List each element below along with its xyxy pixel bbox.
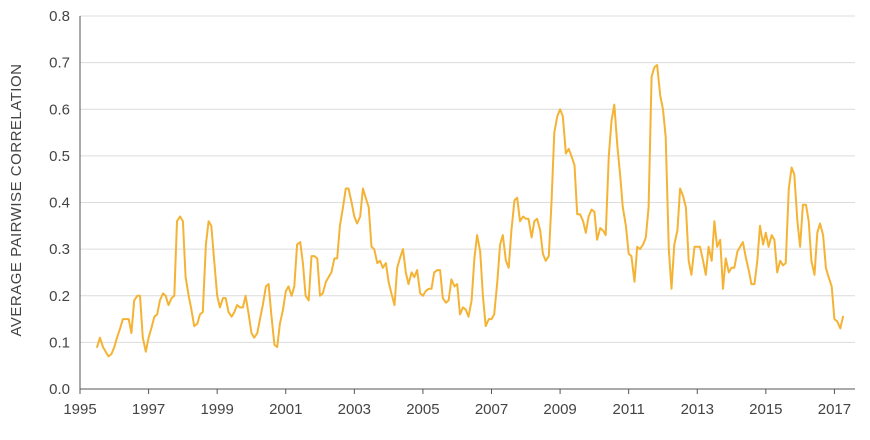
x-tick-label: 2003 [338,401,371,418]
y-axis-tick-labels: 0.0 0.1 0.2 0.3 0.4 0.5 0.6 0.7 0.8 [49,8,70,398]
y-tick-label: 0.0 [49,381,70,398]
y-tick-label: 0.4 [49,195,70,212]
x-tick-label: 2017 [818,401,851,418]
gridlines [80,15,855,343]
x-tick-label: 2007 [475,401,508,418]
x-tick-label: 2011 [613,401,645,418]
x-tick-label: 1995 [63,401,96,418]
x-tick-label: 1999 [200,401,233,418]
y-tick-label: 0.7 [49,55,70,72]
y-tick-label: 0.2 [49,288,70,305]
x-tick-label: 2015 [749,401,782,418]
y-tick-label: 0.6 [49,101,70,118]
y-tick-label: 0.1 [49,334,70,351]
y-tick-label: 0.8 [49,8,70,25]
x-tick-label: 2001 [269,401,302,418]
x-tick-label: 2009 [543,401,576,418]
y-tick-label: 0.5 [49,148,70,165]
series-line [96,64,844,358]
x-tick-label: 2013 [681,401,714,418]
y-tick-label: 0.3 [49,241,70,258]
x-tick-label: 1997 [132,401,165,418]
x-tick-label: 2005 [406,401,439,418]
axes [79,16,855,394]
x-axis-tick-labels: 1995 1997 1999 2001 2003 2005 2007 2009 2011 2013… [63,401,851,418]
series-layer [96,64,844,358]
y-axis-title: AVERAGE PAIRWISE CORRELATION [8,64,25,337]
